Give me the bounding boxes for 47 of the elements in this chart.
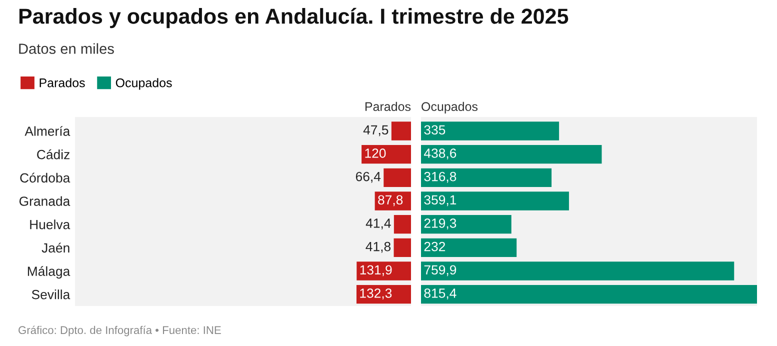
data-label: 316,8 [424,172,456,183]
data-label: 41,4 [366,218,391,230]
bar [421,262,734,280]
data-label: 87,8 [378,195,403,206]
data-label: 132,3 [360,288,392,300]
data-label: 359,1 [424,195,456,206]
y-tick-label: Cádiz [37,149,70,160]
bar [391,122,411,140]
text: Gráfico: Dpto. de Infografía • Fuente: INE [18,326,221,336]
bar [421,238,517,257]
data-label: 131,9 [360,265,392,276]
bar [384,168,411,187]
data-label: 66,4 [356,172,381,183]
bar [421,285,757,304]
data-label: 120 [365,148,386,158]
data-label: 438,6 [424,148,456,160]
legend-label: Parados [40,78,85,88]
text: Ocupados [422,102,478,114]
data-label: 41,8 [366,242,391,253]
chart-title: Parados y ocupados en Andalucía. I trimestre de 2025 [19,8,568,28]
data-label: 47,5 [363,125,388,136]
y-tick-label: Huelva [30,220,70,230]
text: Parados [365,102,411,112]
y-tick-label: Jaén [42,242,70,253]
bar [421,122,560,140]
data-label: 219,3 [424,218,456,230]
bar [356,262,411,280]
legend-label: Ocupados [116,78,172,90]
bar [421,215,512,234]
bar [421,168,552,187]
bar [362,145,411,164]
y-tick-label: Málaga [28,266,70,279]
bar [374,192,411,210]
y-tick-label: Granada [19,196,70,206]
bar [394,238,411,257]
data-label: 759,9 [424,265,456,276]
bar [356,285,411,304]
bar [394,215,411,234]
chart-subtitle: Datos en miles [19,43,114,54]
data-label: 232 [424,242,446,252]
y-tick-label: Sevilla [32,290,70,300]
bar [421,145,602,164]
data-label: 335 [424,125,446,135]
y-tick-label: Córdoba [20,172,70,183]
bar [421,192,569,210]
y-tick-label: Almería [24,126,70,136]
data-label: 815,4 [424,288,456,300]
